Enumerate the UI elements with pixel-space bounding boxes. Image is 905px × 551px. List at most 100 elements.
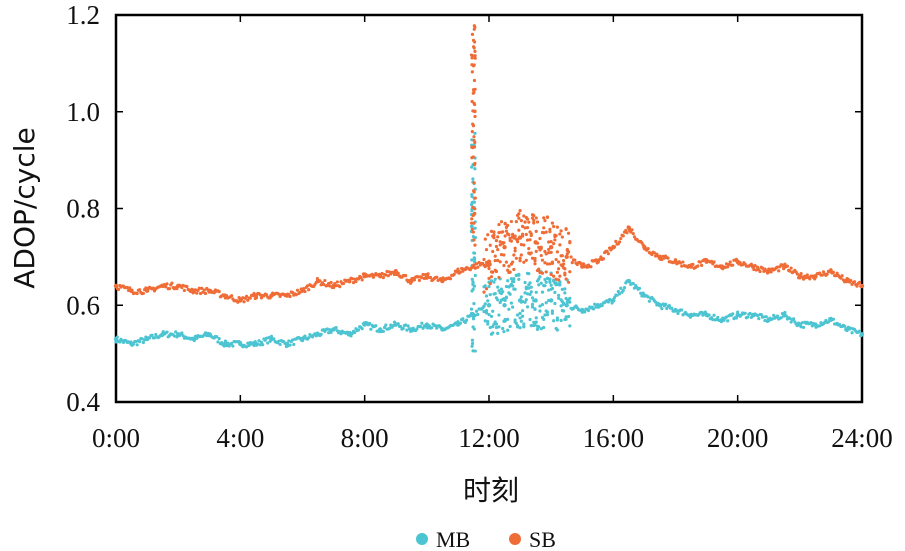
trace-point-mb bbox=[527, 271, 531, 276]
x-axis-title: 时刻 bbox=[463, 474, 519, 507]
trace-point-mb bbox=[615, 293, 619, 297]
trace-point-mb bbox=[307, 336, 311, 340]
spike-point-mb bbox=[472, 302, 476, 306]
trace-point-sb bbox=[502, 263, 506, 268]
trace-point-sb bbox=[509, 219, 513, 224]
trace-point-mb bbox=[552, 319, 556, 323]
trace-point-mb bbox=[818, 324, 822, 328]
trace-point-mb bbox=[406, 324, 410, 328]
trace-point-sb bbox=[754, 268, 758, 272]
trace-point-mb bbox=[512, 279, 516, 284]
trace-point-mb bbox=[534, 290, 538, 294]
spike-point-mb bbox=[471, 235, 476, 239]
trace-point-mb bbox=[528, 317, 532, 322]
trace-point-mb bbox=[734, 316, 739, 320]
trace-point-sb bbox=[555, 250, 559, 254]
spike-point-mb bbox=[470, 165, 474, 169]
trace-point-sb bbox=[554, 234, 558, 238]
trace-point-mb bbox=[647, 299, 651, 303]
trace-point-mb bbox=[430, 326, 434, 330]
trace-point-mb bbox=[514, 273, 518, 277]
trace-point-sb bbox=[712, 260, 716, 264]
trace-point-sb bbox=[420, 276, 424, 280]
trace-point-mb bbox=[217, 337, 221, 341]
trace-point-sb bbox=[547, 247, 551, 252]
trace-point-mb bbox=[203, 331, 208, 335]
trace-point-sb bbox=[138, 288, 142, 292]
trace-point-sb bbox=[514, 220, 518, 224]
trace-point-sb bbox=[788, 269, 792, 273]
trace-point-mb bbox=[544, 280, 548, 284]
trace-point-mb bbox=[216, 340, 220, 344]
trace-point-sb bbox=[302, 286, 306, 291]
trace-point-mb bbox=[631, 281, 635, 286]
trace-point-sb bbox=[522, 214, 526, 218]
trace-point-sb bbox=[498, 243, 502, 247]
spike-point-mb bbox=[471, 317, 476, 321]
data-point-mb bbox=[548, 298, 554, 303]
trace-point-mb bbox=[401, 326, 405, 331]
trace-point-mb bbox=[755, 313, 760, 318]
trace-point-mb bbox=[757, 317, 761, 321]
spike-point-mb bbox=[472, 256, 476, 260]
trace-point-mb bbox=[545, 310, 550, 314]
trace-point-mb bbox=[537, 325, 541, 329]
trace-point-mb bbox=[300, 338, 305, 343]
trace-point-sb bbox=[726, 265, 730, 269]
trace-point-sb bbox=[681, 260, 685, 264]
trace-point-mb bbox=[515, 313, 520, 317]
trace-point-mb bbox=[792, 317, 796, 321]
trace-point-sb bbox=[547, 240, 551, 244]
trace-point-sb bbox=[513, 234, 517, 238]
trace-point-sb bbox=[416, 275, 420, 279]
trace-point-sb bbox=[318, 279, 322, 283]
trace-point-mb bbox=[606, 300, 610, 304]
trace-point-sb bbox=[392, 272, 397, 277]
trace-point-mb bbox=[533, 323, 537, 327]
trace-point-sb bbox=[473, 266, 477, 270]
trace-point-sb bbox=[426, 272, 430, 276]
trace-point-mb bbox=[562, 302, 566, 306]
trace-point-mb bbox=[244, 345, 249, 349]
trace-point-sb bbox=[731, 263, 735, 267]
trace-point-sb bbox=[258, 293, 262, 297]
trace-point-sb bbox=[517, 228, 521, 232]
trace-point-mb bbox=[616, 289, 620, 294]
trace-point-sb bbox=[724, 262, 729, 266]
trace-point-sb bbox=[537, 245, 541, 249]
trace-point-mb bbox=[518, 316, 522, 320]
data-point-sb bbox=[548, 245, 554, 250]
trace-point-sb bbox=[549, 240, 553, 244]
trace-point-sb bbox=[691, 262, 695, 267]
trace-point-sb bbox=[501, 230, 505, 234]
trace-point-sb bbox=[752, 267, 756, 272]
trace-point-sb bbox=[488, 243, 492, 247]
trace-point-sb bbox=[212, 291, 216, 295]
trace-point-mb bbox=[238, 340, 242, 345]
trace-point-mb bbox=[253, 340, 257, 344]
trace-point-mb bbox=[540, 290, 545, 294]
trace-point-mb bbox=[564, 315, 568, 319]
trace-point-sb bbox=[765, 271, 770, 275]
trace-point-mb bbox=[782, 314, 786, 318]
trace-point-sb bbox=[544, 270, 548, 274]
trace-point-mb bbox=[518, 326, 522, 330]
trace-point-mb bbox=[517, 272, 521, 276]
trace-point-sb bbox=[821, 270, 826, 274]
series-mb bbox=[113, 131, 865, 353]
trace-point-sb bbox=[203, 291, 208, 296]
trace-point-mb bbox=[465, 318, 469, 322]
trace-point-mb bbox=[537, 283, 541, 287]
trace-point-mb bbox=[564, 317, 568, 321]
trace-point-mb bbox=[784, 314, 788, 318]
trace-point-sb bbox=[566, 231, 571, 235]
trace-point-mb bbox=[180, 331, 184, 335]
trace-point-sb bbox=[534, 216, 538, 220]
trace-point-sb bbox=[569, 255, 573, 259]
trace-point-sb bbox=[589, 265, 593, 269]
trace-point-mb bbox=[404, 323, 408, 327]
y-tick-label: 1.2 bbox=[66, 0, 100, 30]
trace-point-sb bbox=[195, 291, 199, 295]
spike-point-sb bbox=[471, 213, 475, 218]
